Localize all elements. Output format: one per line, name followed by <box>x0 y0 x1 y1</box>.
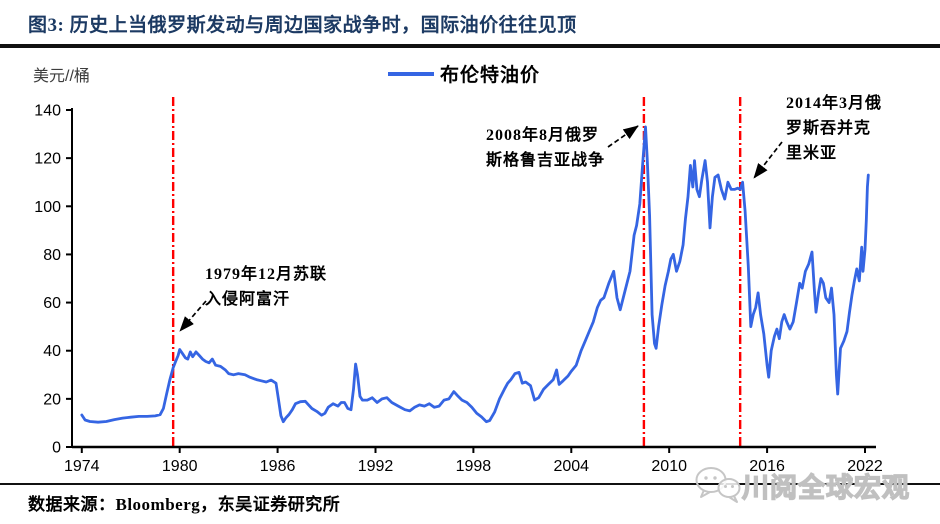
y-tick-label: 140 <box>34 103 61 120</box>
y-tick-label: 0 <box>52 440 61 457</box>
y-tick-label: 60 <box>43 295 61 312</box>
y-tick-label: 80 <box>43 247 61 264</box>
x-tick-label: 1998 <box>456 458 492 475</box>
x-tick-label: 2022 <box>847 458 883 475</box>
title-divider <box>0 44 940 48</box>
x-tick-label: 2004 <box>553 458 589 475</box>
x-tick-label: 1992 <box>358 458 394 475</box>
footer-divider <box>0 483 940 485</box>
x-tick-label: 1986 <box>260 458 296 475</box>
y-axis-unit-label: 美元//桶 <box>33 68 90 85</box>
data-source: 数据来源：Bloomberg，东吴证券研究所 <box>28 495 341 514</box>
figure-title: 图3: 历史上当俄罗斯发动与周边国家战争时，国际油价往往见顶 <box>28 15 577 36</box>
legend-label: 布伦特油价 <box>440 65 541 86</box>
legend-line-swatch <box>388 71 434 76</box>
y-tick-label: 120 <box>34 151 61 168</box>
x-tick-label: 2016 <box>749 458 785 475</box>
annotation-2014-crimea: 2014年3月俄 罗斯吞并克 里米亚 <box>786 95 883 162</box>
y-tick-label: 40 <box>43 343 61 360</box>
annotation-1979-afghanistan: 1979年12月苏联 入侵阿富汗 <box>205 266 328 308</box>
y-tick-label: 100 <box>34 199 61 216</box>
annotation-arrows <box>179 125 783 332</box>
brent-price-line <box>80 125 870 424</box>
annotation-2008-georgia: 2008年8月俄罗 斯格鲁吉亚战争 <box>486 127 606 169</box>
x-tick-label: 2010 <box>651 458 687 475</box>
x-tick-label: 1974 <box>64 458 100 475</box>
y-tick-label: 20 <box>43 391 61 408</box>
chart-legend: 布伦特油价 <box>388 60 540 87</box>
x-tick-label: 1980 <box>162 458 198 475</box>
